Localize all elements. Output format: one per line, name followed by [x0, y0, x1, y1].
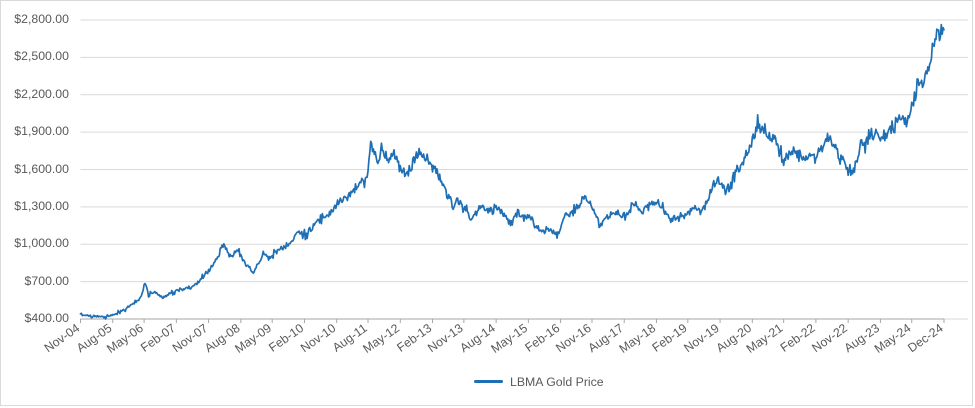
svg-text:May-15: May-15	[488, 321, 530, 356]
svg-text:Nov-07: Nov-07	[170, 321, 211, 355]
svg-text:Feb-10: Feb-10	[266, 321, 306, 355]
svg-text:May-09: May-09	[232, 321, 274, 356]
svg-text:Feb-07: Feb-07	[138, 321, 178, 355]
svg-text:Feb-22: Feb-22	[778, 321, 818, 355]
svg-text:May-21: May-21	[744, 321, 786, 356]
svg-text:May-12: May-12	[360, 321, 402, 356]
svg-text:Nov-19: Nov-19	[681, 321, 722, 355]
svg-text:Nov-04: Nov-04	[42, 321, 83, 355]
svg-text:Dec-24: Dec-24	[905, 321, 946, 355]
svg-text:May-24: May-24	[872, 321, 914, 356]
svg-text:Nov-10: Nov-10	[298, 321, 339, 355]
svg-text:May-06: May-06	[104, 321, 146, 356]
svg-text:May-18: May-18	[617, 321, 659, 356]
svg-text:Nov-13: Nov-13	[425, 321, 466, 355]
svg-text:Nov-22: Nov-22	[809, 321, 850, 355]
svg-text:Nov-16: Nov-16	[553, 321, 594, 355]
svg-text:Feb-19: Feb-19	[650, 321, 690, 355]
